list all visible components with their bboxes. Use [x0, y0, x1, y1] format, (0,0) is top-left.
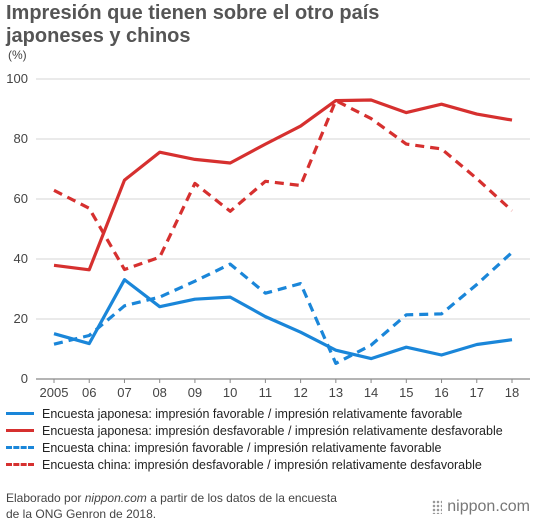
legend-item-4: Encuesta china: impresión desfavorable /…	[6, 456, 503, 473]
y-tick-label: 40	[14, 251, 28, 266]
legend-label-3: Encuesta china: impresión favorable / im…	[42, 440, 442, 455]
x-tick-label: 11	[259, 385, 273, 400]
legend-swatch-3	[6, 446, 34, 449]
nippon-logo: nippon.com	[432, 498, 530, 516]
x-tick-label: 09	[188, 385, 202, 400]
y-tick-label: 80	[14, 131, 28, 146]
legend-label-2: Encuesta japonesa: impresión desfavorabl…	[42, 423, 503, 438]
x-tick-label: 15	[399, 385, 413, 400]
x-tick-label: 16	[434, 385, 448, 400]
legend-item-2: Encuesta japonesa: impresión desfavorabl…	[6, 422, 503, 439]
y-tick-label: 0	[21, 371, 28, 386]
x-tick-label: 17	[470, 385, 484, 400]
x-tick-label: 2005	[40, 385, 69, 400]
source-suffix: a partir de los datos de la encuesta	[146, 491, 337, 505]
y-tick-label: 20	[14, 311, 28, 326]
legend-swatch-4	[6, 463, 34, 466]
x-tick-label: 14	[364, 385, 378, 400]
legend-label-4: Encuesta china: impresión desfavorable /…	[42, 457, 482, 472]
title-line-1: Impresión que tienen sobre el otro país	[6, 2, 380, 24]
x-tick-label: 10	[223, 385, 237, 400]
source-name: nippon.com	[84, 491, 147, 505]
legend-item-3: Encuesta china: impresión favorable / im…	[6, 439, 503, 456]
x-tick-label: 12	[293, 385, 307, 400]
title-line-2: japoneses y chinos	[6, 25, 191, 47]
y-tick-label: 100	[6, 71, 28, 86]
series-line-4	[53, 98, 514, 272]
chart-title: Impresión que tienen sobre el otro país …	[6, 2, 379, 48]
source-line-2: de la ONG Genron de 2018.	[6, 507, 157, 521]
series-line-1	[53, 278, 513, 361]
x-tick-label: 07	[117, 385, 131, 400]
x-tick-label: 06	[82, 385, 96, 400]
legend-swatch-1	[6, 412, 34, 415]
x-tick-labels: 2005 06 07 08 09 10 11 12 13 14 15 16 17 18	[40, 379, 519, 400]
grid-lines	[36, 78, 530, 380]
series-lines	[53, 98, 514, 365]
legend-swatch-2	[6, 429, 34, 432]
series-line-3	[53, 251, 514, 365]
x-tick-label: 18	[505, 385, 519, 400]
legend: Encuesta japonesa: impresión favorable /…	[6, 405, 503, 473]
y-tick-labels: 0 20 40 60 80 100	[6, 71, 28, 386]
line-chart: 0 20 40 60 80 100 2005 06 07 08 09 10 11 12 13 14 15 16 1…	[6, 71, 530, 400]
source-prefix: Elaborado por	[6, 491, 85, 505]
y-axis-unit: (%)	[8, 48, 27, 62]
y-tick-label: 60	[14, 191, 28, 206]
x-tick-label: 13	[329, 385, 343, 400]
x-tick-label: 08	[152, 385, 166, 400]
series-line-2	[53, 98, 513, 272]
logo-text: nippon.com	[447, 498, 530, 515]
legend-label-1: Encuesta japonesa: impresión favorable /…	[42, 406, 463, 421]
source-note: Elaborado por nippon.com a partir de los…	[6, 490, 337, 522]
legend-item-1: Encuesta japonesa: impresión favorable /…	[6, 405, 503, 422]
logo-dots-icon	[432, 500, 443, 514]
